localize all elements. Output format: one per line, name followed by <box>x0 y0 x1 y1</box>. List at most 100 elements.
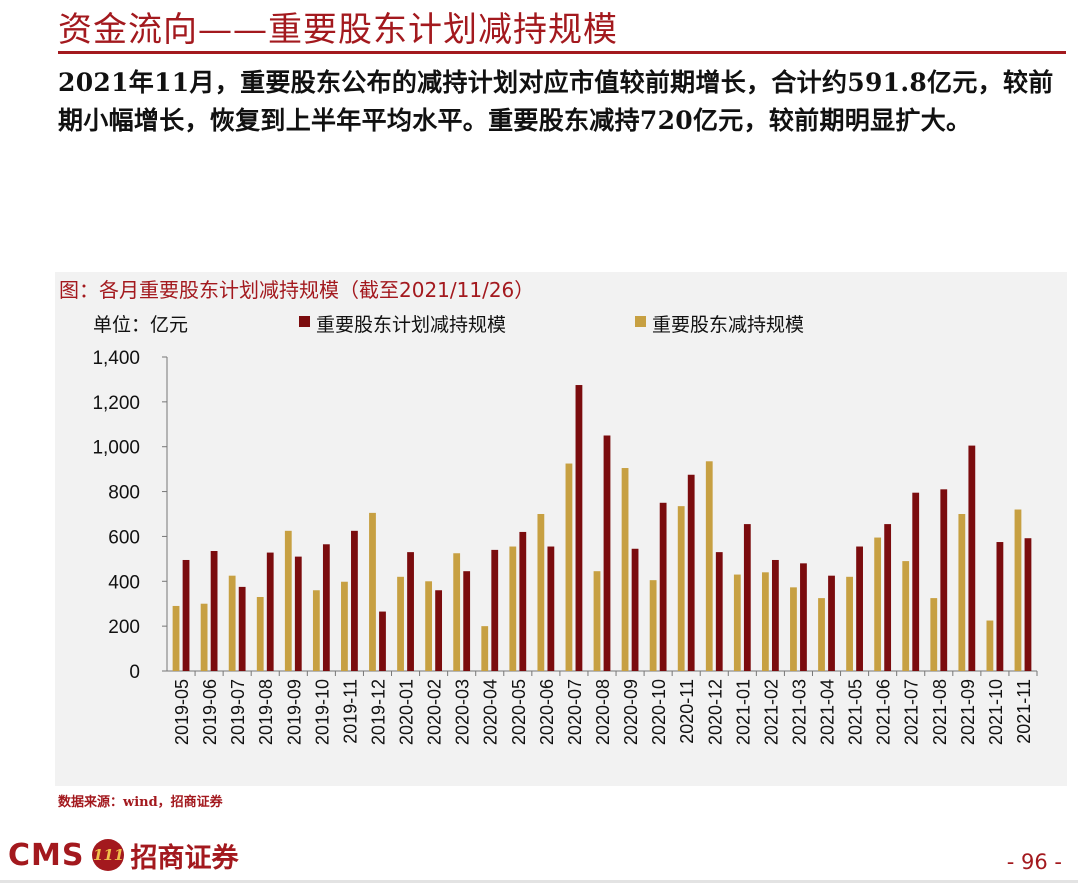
bar-actual <box>312 590 320 671</box>
bar-actual <box>649 580 657 671</box>
bar-planned <box>435 590 443 671</box>
bar-planned <box>547 546 555 671</box>
bar-actual <box>481 626 489 671</box>
bar-planned <box>463 571 471 671</box>
x-tick-label: 2019-09 <box>284 679 304 745</box>
bar-actual <box>565 463 573 671</box>
bar-actual <box>1014 509 1022 671</box>
x-tick-label: 2021-08 <box>930 679 950 745</box>
x-tick-label: 2021-11 <box>1014 679 1034 744</box>
legend-label: 重要股东减持规模 <box>652 314 804 336</box>
x-tick-label: 2021-01 <box>733 679 753 745</box>
x-tick-label: 2021-07 <box>902 679 922 745</box>
bar-planned <box>294 556 302 671</box>
bar-planned <box>1024 538 1032 671</box>
summary-text: 2021年11月，重要股东公布的减持计划对应市值较前期增长，合计约591.8亿元… <box>58 68 1054 135</box>
x-tick-label: 2020-09 <box>621 679 641 745</box>
x-tick-label: 2019-07 <box>228 679 248 745</box>
bar-actual <box>818 598 825 671</box>
bar-actual <box>200 603 208 671</box>
logo-cms-text: CMS <box>8 837 85 873</box>
x-tick-label: 2021-02 <box>761 679 781 745</box>
bar-planned <box>912 492 920 671</box>
bar-actual <box>593 571 601 671</box>
bar-planned <box>491 549 499 671</box>
bar-actual <box>228 575 236 671</box>
x-tick-label: 2020-10 <box>649 679 669 745</box>
bar-planned <box>715 552 723 671</box>
bar-planned <box>884 524 892 671</box>
legend-swatch <box>299 316 310 327</box>
bar-actual <box>284 530 292 671</box>
bar-actual <box>874 537 882 671</box>
logo-mark-icon: 111 <box>92 839 125 871</box>
bar-planned <box>603 435 611 671</box>
bar-actual <box>537 514 545 671</box>
y-tick-label: 400 <box>108 572 140 593</box>
bar-actual <box>256 596 264 671</box>
bar-planned <box>266 552 274 671</box>
x-tick-label: 2020-04 <box>481 679 501 745</box>
bar-actual <box>790 587 797 671</box>
bar-planned <box>351 530 358 671</box>
x-tick-label: 2019-08 <box>256 679 276 745</box>
legend-label: 重要股东计划减持规模 <box>316 314 506 336</box>
chart-title: 图：各月重要股东计划减持规模（截至2021/11/26） <box>59 278 534 302</box>
data-source-note: 数据来源：wind，招商证券 <box>58 795 223 810</box>
x-tick-label: 2020-11 <box>677 679 697 744</box>
y-tick-label: 1,200 <box>92 393 140 414</box>
bar-actual <box>172 605 180 671</box>
bar-planned <box>828 575 835 671</box>
x-tick-label: 2020-07 <box>565 679 585 745</box>
chart-panel: 图：各月重要股东计划减持规模（截至2021/11/26） 单位：亿元 重要股东计划减… <box>55 272 1067 786</box>
bar-actual <box>453 553 461 671</box>
legend-swatch <box>635 316 646 327</box>
x-tick-label: 2021-10 <box>986 679 1006 745</box>
bar-actual <box>958 514 966 671</box>
bar-actual <box>509 546 517 671</box>
bar-planned <box>996 542 1004 671</box>
bar-actual <box>705 461 713 671</box>
bar-planned <box>210 551 218 671</box>
bar-planned <box>940 489 948 671</box>
bar-planned <box>379 611 386 671</box>
bar-planned <box>800 563 807 671</box>
page-title: 资金流向——重要股东计划减持规模 <box>58 10 618 50</box>
y-tick-label: 1,000 <box>92 438 140 459</box>
bar-planned <box>856 546 863 671</box>
x-tick-label: 2020-02 <box>425 679 445 745</box>
x-tick-label: 2021-09 <box>958 679 978 745</box>
bar-actual <box>902 561 910 671</box>
x-tick-label: 2019-12 <box>368 679 388 745</box>
bar-planned <box>631 548 639 671</box>
bar-actual <box>761 572 769 671</box>
y-tick-label: 800 <box>108 483 140 504</box>
y-tick-label: 600 <box>108 527 140 548</box>
page-number: - 96 - <box>1006 850 1062 874</box>
bar-actual <box>621 468 629 671</box>
bar-actual <box>425 581 433 671</box>
bar-planned <box>659 502 667 671</box>
bar-actual <box>369 512 376 671</box>
bar-actual <box>341 581 348 671</box>
footer-divider <box>0 880 1078 883</box>
logo-company-name: 招商证券 <box>130 842 239 874</box>
bar-planned <box>771 559 779 671</box>
x-tick-label: 2020-08 <box>593 679 613 745</box>
x-tick-label: 2020-03 <box>453 679 473 745</box>
x-tick-label: 2019-06 <box>200 679 220 745</box>
x-tick-label: 2019-05 <box>172 679 192 745</box>
bar-planned <box>968 445 976 671</box>
y-tick-label: 0 <box>129 662 140 683</box>
company-logo: CMS 111 招商证券 <box>8 835 238 875</box>
bar-planned <box>575 385 583 671</box>
x-tick-label: 2021-05 <box>846 679 866 745</box>
x-tick-label: 2021-04 <box>818 679 838 745</box>
bar-actual <box>397 576 404 671</box>
x-tick-label: 2020-05 <box>509 679 529 745</box>
bar-actual <box>846 576 853 671</box>
bar-planned <box>519 531 527 671</box>
x-tick-label: 2019-11 <box>340 679 360 744</box>
bar-planned <box>687 474 695 671</box>
y-tick-label: 200 <box>108 617 140 638</box>
